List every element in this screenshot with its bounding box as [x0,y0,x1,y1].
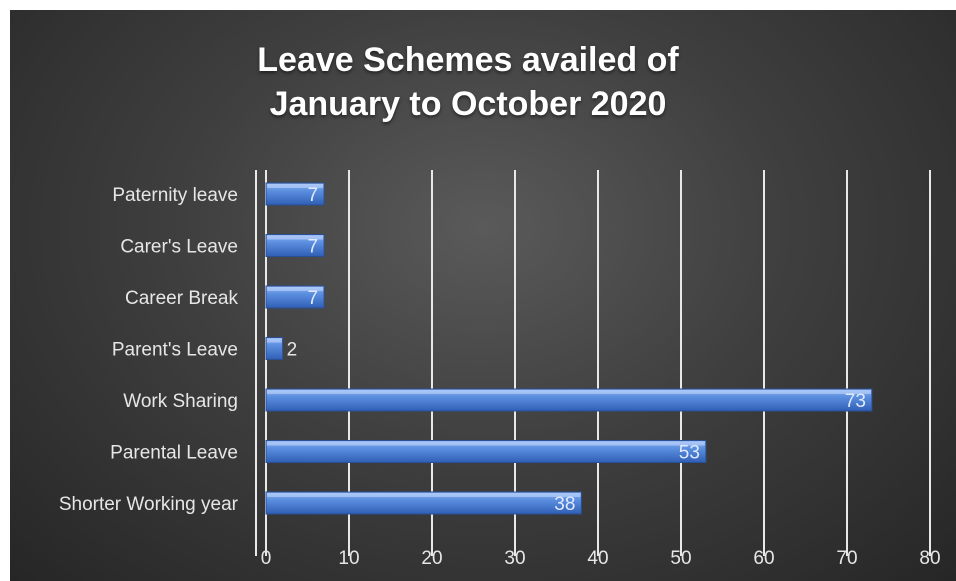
bar-highlight [267,338,282,343]
data-label: 7 [308,288,319,309]
bar-highlight [267,441,705,446]
data-label: 73 [845,391,866,412]
data-label: 7 [308,185,319,206]
bar [265,337,284,360]
chart-title: Leave Schemes availed of January to Octo… [10,38,926,126]
bar [265,285,325,309]
x-tick-label: 60 [753,548,774,569]
x-tick-label: 50 [670,548,691,569]
x-tick-label: 80 [919,548,940,569]
x-tick-label: 70 [836,548,857,569]
bar [265,440,707,463]
bar-highlight [267,390,871,394]
x-tick-label: 10 [338,548,359,569]
data-label: 7 [308,237,319,258]
category-label: Parental Leave [110,443,238,464]
bar [265,388,873,412]
category-label: Career Break [125,288,238,309]
x-tick-label: 0 [261,548,272,569]
category-label: Parent's Leave [112,340,238,361]
data-label: 2 [287,340,298,361]
data-label: 38 [554,494,575,515]
category-label: Shorter Working year [59,494,239,515]
plot-area: 0 10 20 30 40 50 60 70 80 Paternity leave 7 Carer's… [59,170,941,569]
bar [265,491,582,515]
category-label: Paternity leave [112,185,238,206]
chart-title-line-2: January to October 2020 [269,85,667,123]
chart-area: Leave Schemes availed of January to Octo… [10,10,956,581]
x-tick-label: 40 [587,548,608,569]
x-tick-label: 20 [421,548,442,569]
x-tick-label: 30 [504,548,525,569]
bar-highlight [267,493,581,497]
bar-highlight [267,287,324,291]
data-label: 53 [679,443,700,464]
chart-title-line-1: Leave Schemes availed of [257,41,679,79]
bar-highlight [267,184,324,188]
category-label: Work Sharing [123,391,238,412]
bar [265,182,325,206]
bar [265,234,325,257]
bar-highlight [267,235,324,240]
category-label: Carer's Leave [120,237,238,258]
